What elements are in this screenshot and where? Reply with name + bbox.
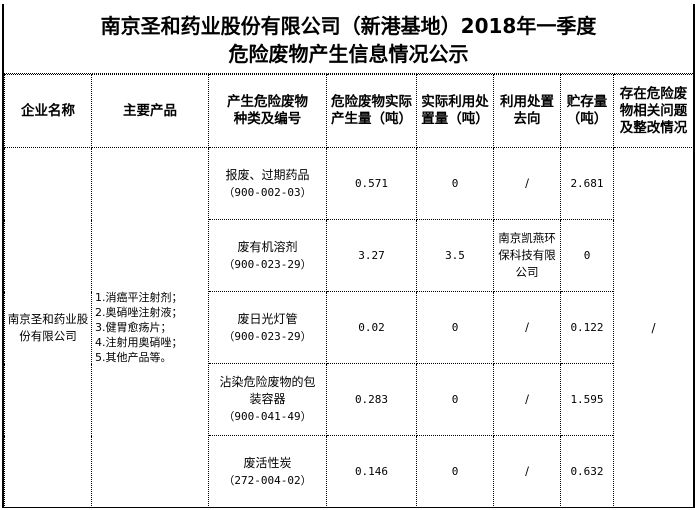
page-title: 南京圣和药业股份有限公司（新港基地）2018年一季度 危险废物产生信息情况公示 (4, 4, 693, 74)
produced-cell: 0.146 (326, 435, 417, 508)
title-line-2: 危险废物产生信息情况公示 (228, 42, 469, 66)
waste-code: （900-023-29） (223, 329, 312, 343)
waste-name: 沾染危险废物的包装容器 (219, 375, 316, 406)
waste-type-cell: 沾染危险废物的包装容器 （900-041-49） (208, 363, 327, 436)
waste-code: （272-004-02） (223, 473, 312, 487)
disposed-cell: 0 (416, 147, 494, 220)
waste-type-cell: 报废、过期药品 （900-002-03） (208, 147, 327, 220)
title-line-1: 南京圣和药业股份有限公司（新港基地）2018年一季度 (100, 14, 597, 38)
disposed-cell: 0 (416, 291, 494, 364)
destination-cell: / (493, 291, 561, 364)
waste-code: （900-002-03） (223, 185, 312, 199)
table-row: 废日光灯管 （900-023-29） 0.02 0/0.122 (5, 291, 694, 364)
product-item: 5.其他产品等。 (95, 351, 172, 364)
waste-type-cell: 废有机溶剂 （900-023-29） (208, 219, 327, 292)
stored-cell: 0 (560, 219, 614, 292)
stored-cell: 2.681 (560, 147, 614, 220)
header-waste-type: 产生危险废物种类及编号 (208, 74, 327, 148)
disclosure-sheet: 南京圣和药业股份有限公司（新港基地）2018年一季度 危险废物产生信息情况公示 … (2, 4, 695, 508)
header-issues: 存在危险废物相关问题及整改情况 (613, 74, 694, 148)
produced-cell: 0.02 (326, 291, 417, 364)
destination-cell: 南京凯燕环保科技有限公司 (493, 219, 561, 292)
stored-cell: 0.122 (560, 291, 614, 364)
product-item: 2.奥硝唑注射液； (95, 306, 183, 319)
destination-cell: / (493, 435, 561, 508)
product-item: 4.注射用奥硝唑； (95, 336, 183, 349)
produced-cell: 0.571 (326, 147, 417, 220)
header-destination: 利用处置去向 (493, 74, 561, 148)
table-row: 南京圣和药业股份有限公司 1.消癌平注射剂； 2.奥硝唑注射液； 3.健胃愈疡片； 4.… (4, 147, 694, 508)
company-name: 南京圣和药业股份有限公司 (4, 147, 92, 508)
header-disposed: 实际利用处置量（吨） (416, 74, 494, 148)
destination-cell: / (493, 363, 561, 436)
stored-cell: 0.632 (560, 435, 614, 508)
waste-code: （900-023-29） (223, 257, 312, 271)
produced-cell: 0.283 (326, 363, 417, 436)
product-item: 3.健胃愈疡片； (95, 321, 172, 334)
header-produced: 危险废物实际产生量（吨） (326, 74, 417, 148)
waste-name: 废日光灯管 (237, 311, 298, 326)
disposed-cell: 0 (416, 363, 494, 436)
header-row: 企业名称 主要产品 产生危险废物种类及编号 危险废物实际产生量（吨） 实际利用处… (4, 74, 694, 148)
header-stored: 贮存量（吨） (560, 74, 614, 148)
table-row: 废活性炭 （272-004-02） 0.146 0/0.632 (5, 435, 694, 508)
table-row: 废有机溶剂 （900-023-29） 3.27 3.5 南京凯燕环保科技有限公司 0 (5, 219, 694, 292)
waste-name: 废活性炭 (243, 455, 292, 470)
waste-code: （900-041-49） (223, 410, 312, 423)
product-list: 1.消癌平注射剂； 2.奥硝唑注射液； 3.健胃愈疡片； 4.注射用奥硝唑； 5.其他产… (91, 147, 209, 508)
stored-cell: 1.595 (560, 363, 614, 436)
header-products: 主要产品 (91, 74, 209, 148)
disposed-cell: 3.5 (416, 219, 494, 292)
destination-cell: / (493, 147, 561, 220)
disposed-cell: 0 (416, 435, 494, 508)
product-item: 1.消癌平注射剂； (95, 291, 183, 304)
issues-cell: / (613, 147, 694, 508)
waste-name: 废有机溶剂 (237, 239, 298, 254)
waste-type-cell: 废日光灯管 （900-023-29） (208, 291, 327, 364)
waste-name: 报废、过期药品 (225, 167, 310, 182)
produced-cell: 3.27 (326, 219, 417, 292)
waste-type-cell: 废活性炭 （272-004-02） (208, 435, 327, 508)
waste-table: 企业名称 主要产品 产生危险废物种类及编号 危险废物实际产生量（吨） 实际利用处… (4, 74, 694, 508)
header-company: 企业名称 (4, 74, 92, 148)
